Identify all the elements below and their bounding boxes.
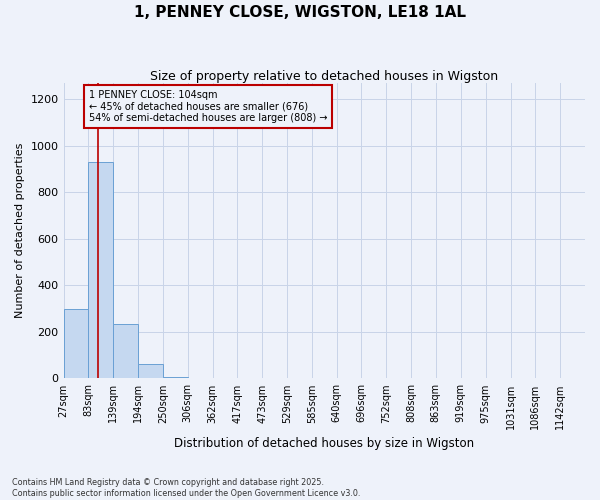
Bar	[113, 324, 138, 378]
Title: Size of property relative to detached houses in Wigston: Size of property relative to detached ho…	[150, 70, 499, 83]
Text: Contains HM Land Registry data © Crown copyright and database right 2025.
Contai: Contains HM Land Registry data © Crown c…	[12, 478, 361, 498]
Bar	[88, 162, 113, 378]
Bar	[138, 364, 163, 378]
X-axis label: Distribution of detached houses by size in Wigston: Distribution of detached houses by size …	[174, 437, 475, 450]
Y-axis label: Number of detached properties: Number of detached properties	[15, 143, 25, 318]
Bar	[64, 308, 88, 378]
Text: 1, PENNEY CLOSE, WIGSTON, LE18 1AL: 1, PENNEY CLOSE, WIGSTON, LE18 1AL	[134, 5, 466, 20]
Text: 1 PENNEY CLOSE: 104sqm
← 45% of detached houses are smaller (676)
54% of semi-de: 1 PENNEY CLOSE: 104sqm ← 45% of detached…	[89, 90, 328, 123]
